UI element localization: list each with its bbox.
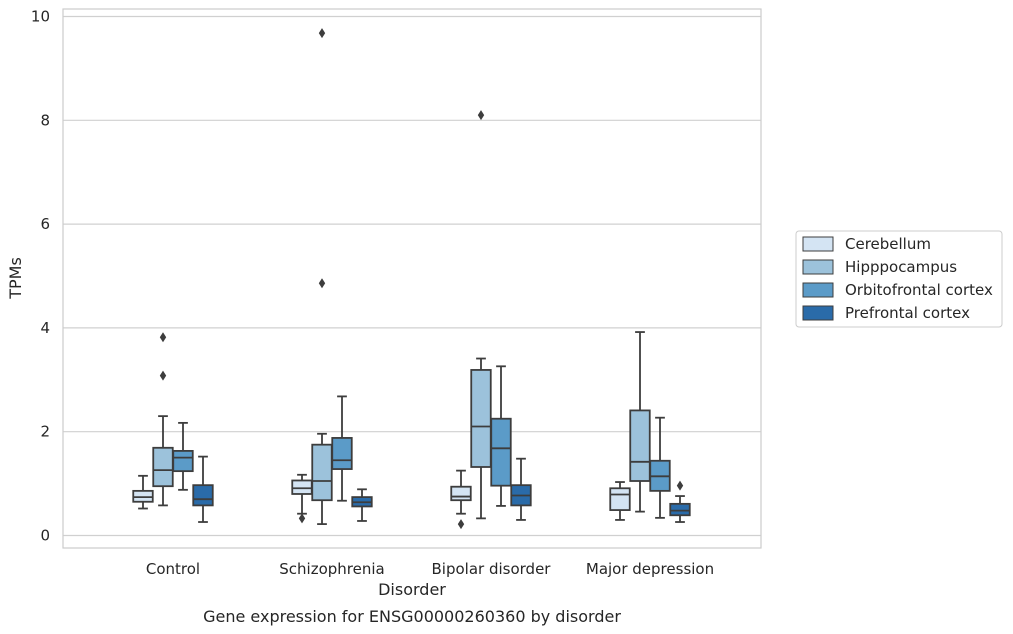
legend-swatch [802,282,834,298]
y-tick-labels: 0 2 4 6 8 10 [31,8,50,545]
box-orbitofrontal-cortex [172,421,194,491]
legend-entry: Orbitofrontal cortex [845,281,993,299]
y-tick-label: 8 [40,111,50,129]
outlier-point [676,480,684,491]
x-tick-label: Schizophrenia [279,560,384,578]
box-cerebellum [609,481,631,521]
box-body [629,409,651,482]
box-hipppocampus [311,28,333,525]
box-hipppocampus [629,331,651,513]
legend-entry: Hipppocampus [845,258,957,276]
box-body [331,437,353,470]
legend-swatch [802,236,834,252]
outlier-point [457,519,465,530]
legend-frame [795,230,1003,328]
box-body [490,417,512,487]
outlier-point [318,278,326,289]
box-prefrontal-cortex [351,488,373,522]
box-body [172,450,194,473]
box-prefrontal-cortex [192,455,214,523]
box-body [470,369,492,468]
box-body [192,484,214,507]
outlier-point [477,110,485,121]
box-orbitofrontal-cortex [490,365,512,507]
y-tick-label: 0 [40,527,50,545]
chart-caption: Gene expression for ENSG00000260360 by d… [203,607,621,626]
box-orbitofrontal-cortex [331,395,353,502]
outlier-point [159,370,167,381]
outlier-point [318,28,326,39]
outlier-point [298,513,306,524]
x-axis-label: Disorder [378,580,446,599]
box-hipppocampus [470,110,492,520]
plot-frame [62,8,762,549]
box-body [291,479,313,495]
x-tick-label: Bipolar disorder [432,560,552,578]
box-cerebellum [132,474,154,510]
y-tick-label: 6 [40,215,50,233]
box-body [450,485,472,502]
box-hipppocampus [152,332,174,507]
y-tick-label: 4 [40,319,50,337]
x-tick-label: Major depression [586,560,714,578]
legend-swatch [802,259,834,275]
y-tick-label: 10 [31,8,50,26]
legend-entry: Cerebellum [845,235,931,253]
box-orbitofrontal-cortex [649,416,671,519]
outlier-point [159,332,167,343]
box-cerebellum [450,469,472,530]
box-body [609,487,631,511]
x-tick-label: Control [146,560,200,578]
box-prefrontal-cortex [510,457,532,521]
box-plots [132,28,691,530]
legend-swatch [802,305,834,321]
box-body [311,443,333,502]
x-tick-labels: Control Schizophrenia Bipolar disorder Majo… [146,560,714,578]
box-body [669,502,691,517]
y-tick-label: 2 [40,423,50,441]
legend-entry: Prefrontal cortex [845,304,970,322]
legend: Cerebellum Hipppocampus Orbitofrontal cort… [795,230,1003,328]
box-body [152,446,174,488]
box-prefrontal-cortex [669,480,691,523]
box-cerebellum [291,473,313,524]
grid-lines [63,15,761,537]
y-axis-label: TPMs [6,257,25,300]
